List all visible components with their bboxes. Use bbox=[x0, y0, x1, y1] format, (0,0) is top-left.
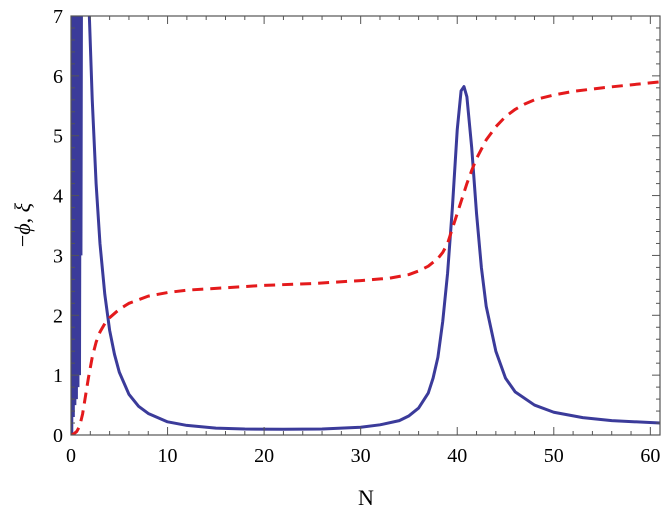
y-axis-label-minus: − bbox=[10, 235, 35, 247]
y-axis-label: −ϕ, ξ bbox=[10, 202, 35, 247]
y-tick-label: 4 bbox=[53, 186, 63, 208]
x-tick-label: 60 bbox=[640, 445, 660, 467]
x-tick-label: 0 bbox=[66, 445, 76, 467]
y-axis-label-sep: , bbox=[10, 212, 35, 223]
y-tick-label: 7 bbox=[53, 6, 63, 28]
y-tick-label: 5 bbox=[53, 126, 63, 148]
y-axis-label-phi: ϕ bbox=[10, 223, 35, 234]
x-tick-label: 50 bbox=[544, 445, 564, 467]
series-0-line bbox=[87, 16, 660, 431]
plot-frame bbox=[70, 15, 661, 436]
y-axis-label-xi: ξ bbox=[10, 202, 35, 212]
series-layer bbox=[71, 16, 660, 435]
series-0-oscillation bbox=[71, 16, 83, 435]
series-1-line bbox=[71, 80, 660, 435]
x-tick-label: 30 bbox=[351, 445, 371, 467]
y-tick-label: 6 bbox=[53, 66, 63, 88]
y-tick-label: 0 bbox=[53, 425, 63, 447]
x-tick-label: 40 bbox=[447, 445, 467, 467]
ticks-layer: 0 10 20 30 40 50 60 0 1 2 3 4 5 6 7 bbox=[53, 6, 660, 467]
y-tick-label: 1 bbox=[53, 365, 63, 387]
x-tick-label: 10 bbox=[158, 445, 178, 467]
x-tick-label: 20 bbox=[254, 445, 274, 467]
y-tick-label: 3 bbox=[53, 245, 63, 267]
x-axis-label: N bbox=[358, 485, 374, 510]
y-tick-label: 2 bbox=[53, 305, 63, 327]
